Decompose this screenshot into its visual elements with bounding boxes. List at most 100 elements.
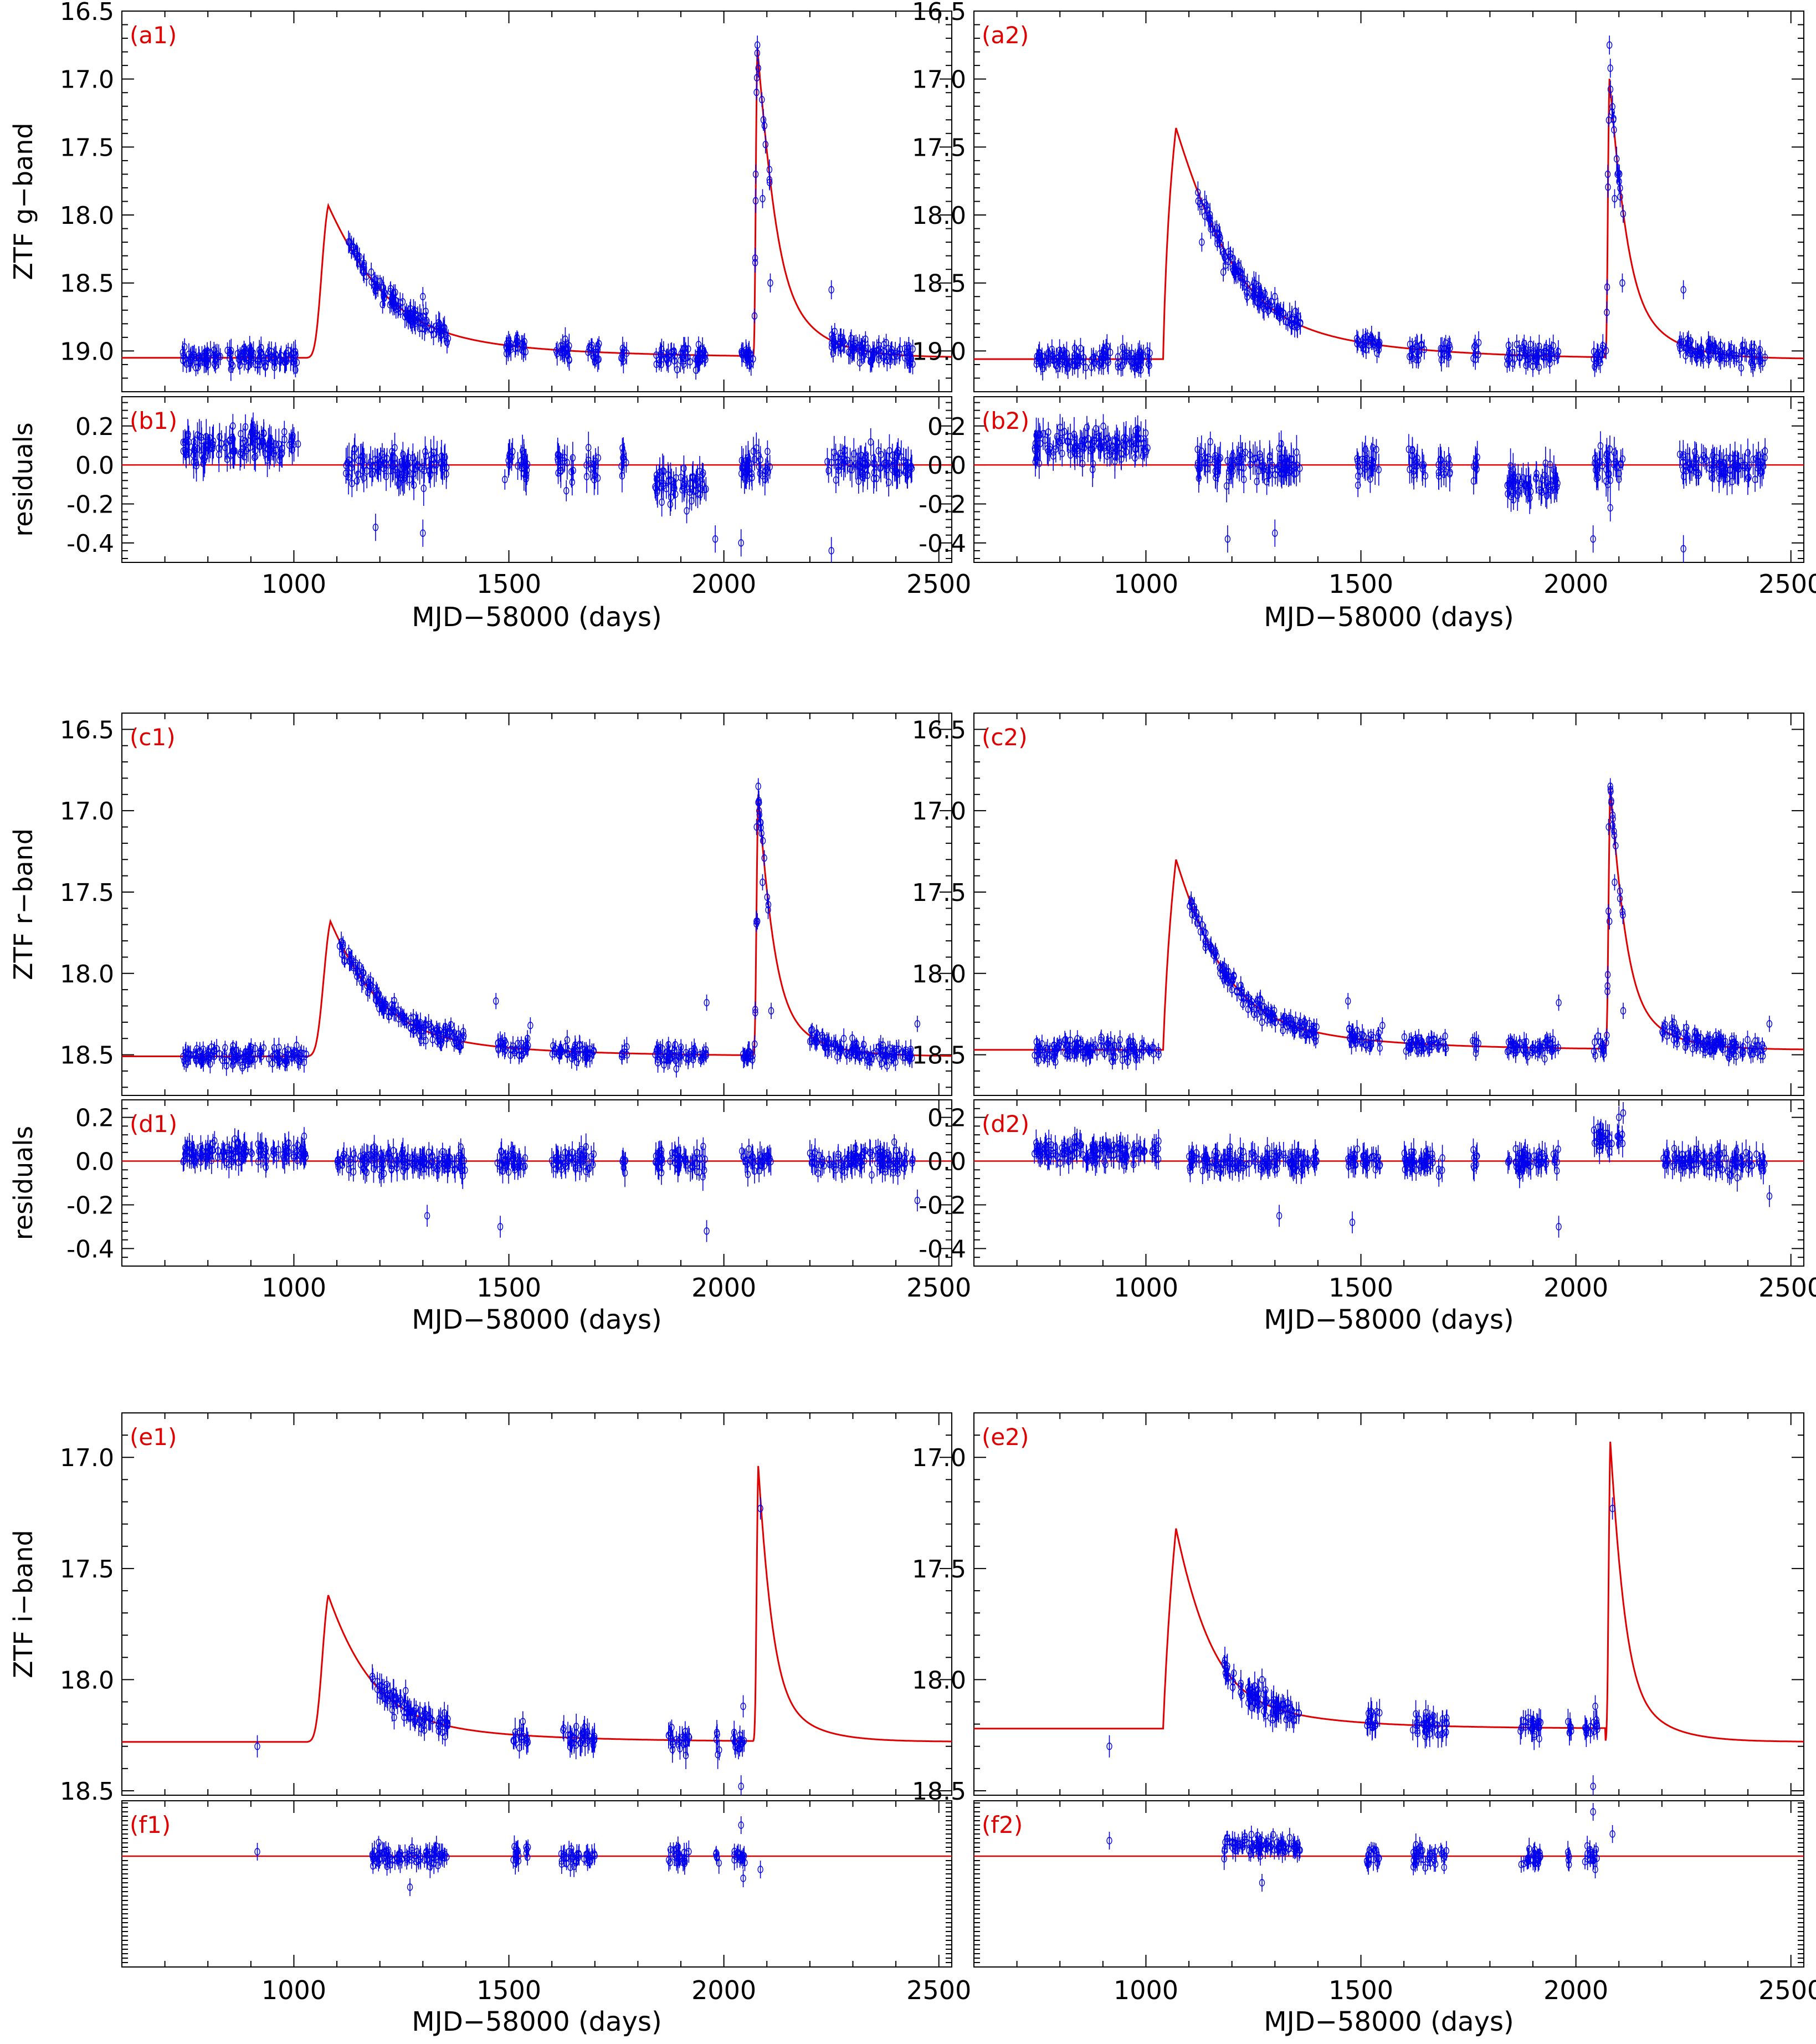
obs-point: [1273, 308, 1279, 315]
obs-point: [275, 1052, 281, 1060]
resid-point: [524, 460, 531, 468]
obs-point: [880, 354, 886, 362]
resid-point: [659, 498, 665, 506]
resid-point: [291, 440, 297, 448]
obs-point: [1099, 352, 1105, 360]
obs-point: [761, 122, 768, 130]
panel-label: (b1): [130, 407, 177, 434]
obs-point: [687, 358, 693, 366]
obs-point: [395, 1006, 401, 1014]
obs-point: [417, 1019, 424, 1027]
resid-point: [860, 459, 866, 467]
resid-point: [1596, 459, 1602, 467]
resid-point: [1526, 481, 1532, 489]
obs-point: [276, 357, 283, 365]
obs-point: [562, 349, 568, 357]
y-tick-label: 17.5: [60, 134, 114, 162]
resid-point: [667, 500, 674, 508]
resid-point: [211, 437, 217, 445]
resid-point: [343, 462, 349, 469]
obs-point: [408, 315, 414, 323]
resid-point: [1373, 445, 1379, 454]
obs-point: [237, 1056, 243, 1064]
y-tick-label: 0.0: [75, 452, 114, 480]
resid-point: [904, 470, 910, 479]
resid-point: [183, 448, 189, 456]
y-tick-label: 16.5: [60, 716, 114, 744]
resid-point: [592, 457, 599, 465]
resid-point: [392, 460, 398, 468]
obs-point: [1521, 340, 1527, 347]
resid-point: [1059, 449, 1065, 458]
obs-point: [656, 356, 663, 364]
obs-point: [265, 354, 271, 362]
resid-point: [1224, 535, 1231, 543]
resid-point: [1095, 440, 1102, 448]
obs-point: [1532, 351, 1538, 358]
resid-point: [279, 444, 285, 452]
resid-point: [1090, 465, 1096, 473]
resid-point: [1047, 443, 1053, 451]
obs-point: [508, 1046, 514, 1053]
resid-point: [1593, 466, 1599, 474]
obs-point: [365, 988, 371, 997]
resid-point: [1128, 440, 1135, 448]
resid-point: [200, 454, 207, 462]
resid-point: [378, 460, 384, 469]
y-tick-label: -0.2: [66, 490, 114, 519]
resid-point: [354, 477, 360, 485]
obs-point: [1612, 194, 1618, 203]
resid-point: [262, 449, 269, 458]
obs-point: [397, 299, 403, 307]
resid-point: [1283, 454, 1289, 463]
resid-point: [1746, 462, 1752, 469]
obs-point: [1115, 363, 1121, 371]
resid-point: [1716, 468, 1722, 477]
resid-point: [426, 467, 432, 474]
resid-point: [427, 470, 433, 479]
resid-point: [400, 462, 407, 470]
obs-point: [368, 268, 375, 276]
resid-point: [1290, 462, 1296, 469]
obs-point: [1105, 356, 1111, 364]
resid-point: [1084, 423, 1090, 432]
resid-point: [555, 458, 561, 465]
resid-point: [1695, 469, 1701, 477]
resid-point: [185, 431, 191, 438]
resid-point: [1242, 448, 1249, 457]
obs-point: [1605, 183, 1611, 191]
resid-point: [670, 481, 677, 489]
resid-point: [1762, 447, 1768, 455]
resid-point: [1362, 445, 1368, 454]
obs-point: [1077, 357, 1084, 365]
obs-point: [589, 341, 595, 349]
resid-point: [1080, 437, 1087, 445]
resid-point: [583, 461, 589, 469]
y-tick-label: 18.5: [60, 1042, 114, 1070]
resid-point: [1293, 469, 1300, 477]
obs-point: [1620, 210, 1627, 218]
obs-point: [1443, 339, 1449, 347]
obs-point: [460, 1032, 467, 1040]
resid-point: [1369, 463, 1375, 472]
y-tick-label: 16.5: [60, 0, 114, 26]
obs-point: [501, 1047, 508, 1055]
obs-point: [450, 1032, 456, 1041]
obs-point: [1135, 357, 1141, 365]
resid-point: [1716, 460, 1722, 468]
obs-point: [1244, 293, 1250, 301]
resid-point: [697, 490, 703, 499]
obs-point: [214, 350, 220, 358]
obs-point: [247, 1049, 253, 1057]
obs-point: [1208, 225, 1214, 233]
resid-point: [1729, 478, 1735, 485]
resid-point: [712, 535, 719, 543]
resid-point: [1547, 460, 1553, 469]
resid-point: [1607, 477, 1613, 484]
resid-point: [1519, 478, 1525, 486]
obs-point: [553, 347, 560, 355]
obs-point: [887, 357, 894, 365]
resid-point: [690, 474, 696, 482]
obs-point: [653, 351, 659, 359]
